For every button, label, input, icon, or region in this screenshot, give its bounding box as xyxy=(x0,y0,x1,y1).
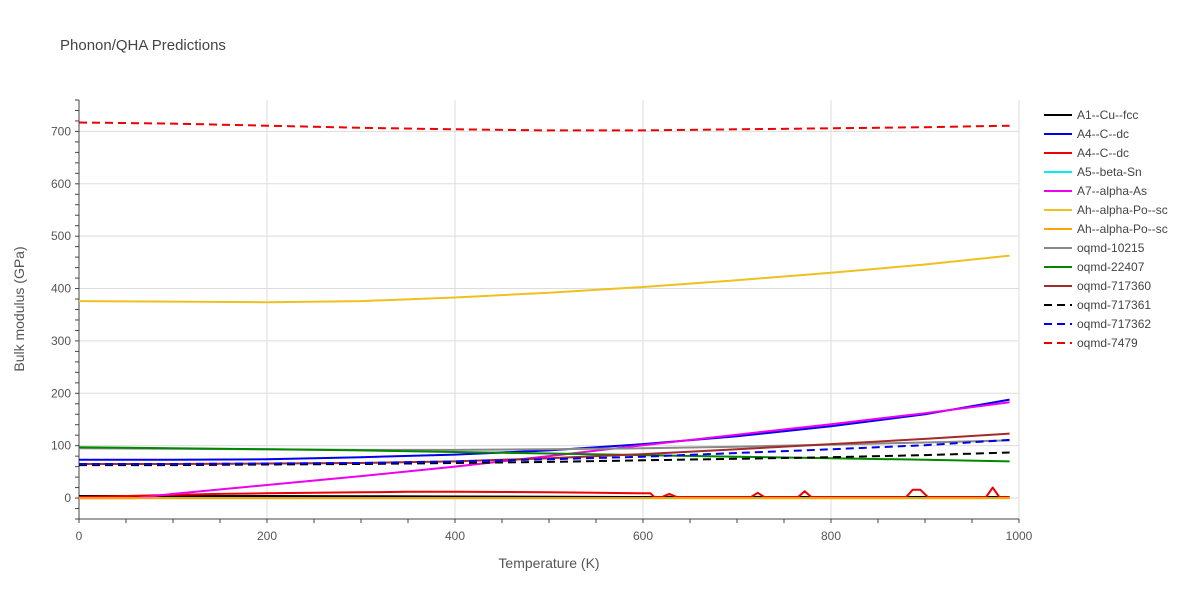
legend-item-11[interactable]: oqmd-717362 xyxy=(1044,317,1151,331)
legend-item-7[interactable]: oqmd-10215 xyxy=(1044,241,1145,255)
legend-item-10[interactable]: oqmd-717361 xyxy=(1044,298,1151,312)
legend-label: A4--C--dc xyxy=(1077,146,1129,160)
series-line-11 xyxy=(79,438,1010,465)
y-tick-label: 500 xyxy=(51,229,71,243)
legend-label: A4--C--dc xyxy=(1077,127,1129,141)
x-tick-label: 200 xyxy=(257,529,277,543)
legend-label: oqmd-717361 xyxy=(1077,298,1151,312)
y-tick-label: 200 xyxy=(51,386,71,400)
series-line-8 xyxy=(78,446,1010,463)
y-axis-label: Bulk modulus (GPa) xyxy=(11,246,27,371)
y-tick-label: 100 xyxy=(51,439,71,453)
y-tick-label: 0 xyxy=(64,491,71,505)
legend-label: A1--Cu--fcc xyxy=(1077,108,1138,122)
legend-item-3[interactable]: A5--beta-Sn xyxy=(1044,165,1142,179)
legend-item-5[interactable]: Ah--alpha-Po--sc xyxy=(1044,203,1168,217)
legend-label: oqmd-22407 xyxy=(1077,260,1145,274)
legend-label: Ah--alpha-Po--sc xyxy=(1077,203,1168,217)
series-line-10 xyxy=(79,451,1010,467)
plot-area[interactable] xyxy=(78,121,1010,500)
x-tick-label: 400 xyxy=(445,529,465,543)
x-tick-label: 800 xyxy=(821,529,841,543)
legend-item-8[interactable]: oqmd-22407 xyxy=(1044,260,1145,274)
legend-item-9[interactable]: oqmd-717360 xyxy=(1044,279,1151,293)
legend-label: A5--beta-Sn xyxy=(1077,165,1142,179)
y-tick-label: 600 xyxy=(51,177,71,191)
legend-label: oqmd-7479 xyxy=(1077,336,1138,350)
legend-label: oqmd-717362 xyxy=(1077,317,1151,331)
x-axis-label: Temperature (K) xyxy=(498,555,599,571)
legend[interactable]: A1--Cu--fcc A4--C--dc A4--C--dc A5--beta-Sn… xyxy=(1044,108,1168,350)
legend-item-2[interactable]: A4--C--dc xyxy=(1044,146,1129,160)
series-line-5 xyxy=(78,254,1010,304)
legend-label: A7--alpha-As xyxy=(1077,184,1147,198)
series-line-2 xyxy=(78,486,1010,498)
legend-item-12[interactable]: oqmd-7479 xyxy=(1044,336,1138,350)
legend-item-1[interactable]: A4--C--dc xyxy=(1044,127,1129,141)
legend-item-6[interactable]: Ah--alpha-Po--sc xyxy=(1044,222,1168,236)
y-tick-label: 300 xyxy=(51,334,71,348)
chart-title: Phonon/QHA Predictions xyxy=(60,37,226,54)
legend-item-4[interactable]: A7--alpha-As xyxy=(1044,184,1147,198)
x-tick-label: 0 xyxy=(76,529,83,543)
x-tick-label: 1000 xyxy=(1006,529,1033,543)
y-tick-label: 700 xyxy=(51,124,71,138)
x-tick-label: 600 xyxy=(633,529,653,543)
legend-label: Ah--alpha-Po--sc xyxy=(1077,222,1168,236)
legend-item-0[interactable]: A1--Cu--fcc xyxy=(1044,108,1138,122)
y-tick-label: 400 xyxy=(51,282,71,296)
series-line-12 xyxy=(78,121,1010,132)
legend-label: oqmd-10215 xyxy=(1077,241,1145,255)
series-line-1 xyxy=(79,398,1010,461)
legend-label: oqmd-717360 xyxy=(1077,279,1151,293)
axes: 0 200 400 600 800 1000 0 100 200 300 400 500 600 700 xyxy=(51,99,1033,543)
